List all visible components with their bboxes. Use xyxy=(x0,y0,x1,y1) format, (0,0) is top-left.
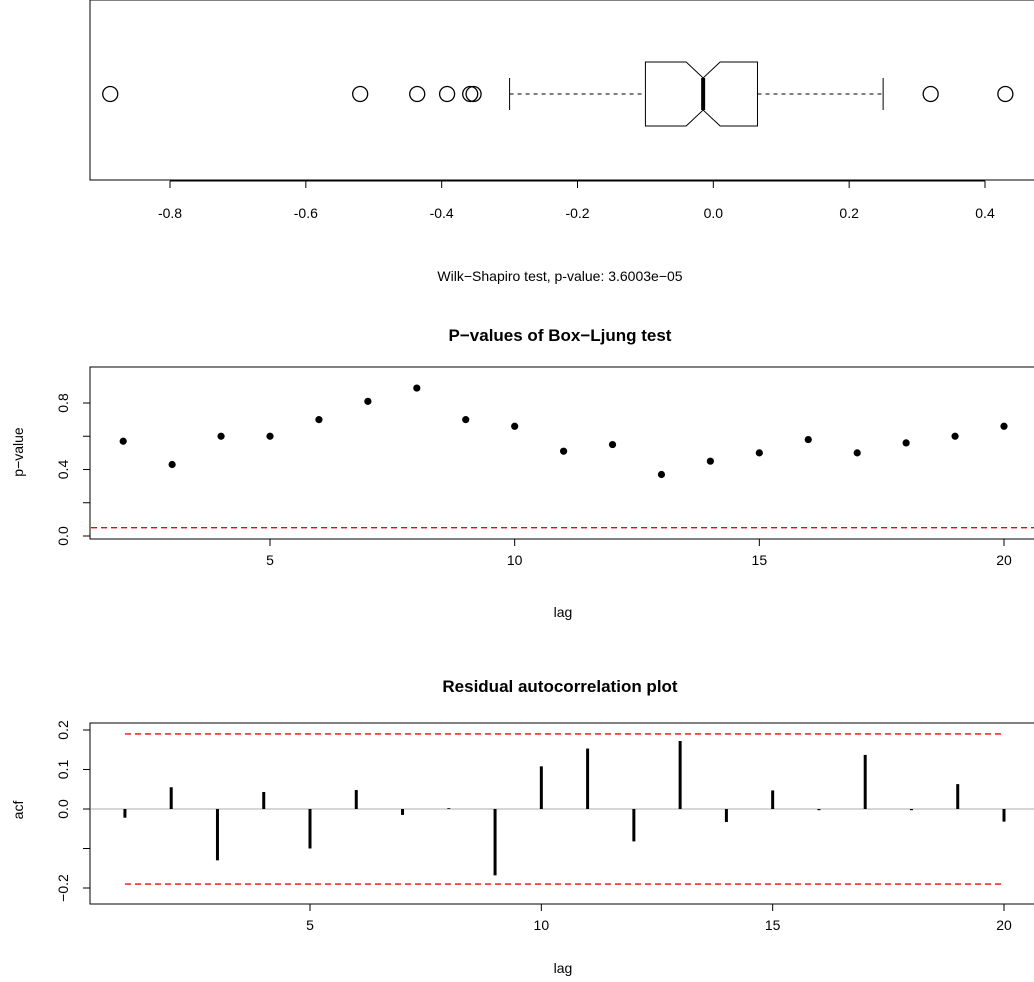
box-ljung-y-tick-label: 0.8 xyxy=(55,393,71,413)
boxplot-outlier-point xyxy=(997,85,1014,103)
box-ljung-point xyxy=(119,437,127,445)
boxplot-outlier-point xyxy=(438,85,456,103)
boxplot-outliers xyxy=(102,85,1014,103)
shapiro-caption: Wilk−Shapiro test, p-value: 3.6003e−05 xyxy=(437,268,682,284)
boxplot-frame xyxy=(89,0,1034,181)
acf-x-tick-label: 5 xyxy=(306,917,314,933)
box-ljung-point xyxy=(608,440,617,449)
box-ljung-point xyxy=(364,397,372,405)
box-ljung-point xyxy=(413,384,421,392)
boxplot-x-tick-label: -0.8 xyxy=(158,205,182,221)
box-ljung-point xyxy=(902,439,910,447)
box-ljung-point xyxy=(560,447,568,455)
box-ljung-point xyxy=(804,435,812,444)
acf-x-tick-label: 20 xyxy=(996,917,1012,933)
acf-spikes xyxy=(123,741,1006,876)
boxplot-outlier-point xyxy=(922,85,939,103)
box-ljung-x-tick-label: 20 xyxy=(996,552,1012,568)
box-ljung-point xyxy=(266,432,274,440)
residual-boxplot-panel: -0.8 -0.6 -0.4 -0.2 0.0 0.2 0.4 Wilk−Shapiro t… xyxy=(89,0,1034,284)
box-ljung-x-tick-label: 10 xyxy=(507,552,523,568)
acf-y-tick-label: −0.2 xyxy=(55,874,71,902)
acf-reference-lines xyxy=(91,733,1034,885)
acf-panel: Residual autocorrelation plot 5 10 15 20 −0.… xyxy=(10,677,1034,976)
boxplot-x-tick-label: -0.6 xyxy=(294,205,318,221)
boxplot-outlier-point xyxy=(352,85,369,103)
box-ljung-point xyxy=(657,470,666,479)
boxplot-notched-box xyxy=(644,61,758,127)
acf-frame xyxy=(89,722,1034,905)
box-ljung-ylabel: p−value xyxy=(10,427,26,477)
boxplot-x-tick-label: 0.0 xyxy=(704,205,724,221)
acf-xlabel: lag xyxy=(554,960,573,976)
acf-y-tick-label: 0.2 xyxy=(55,720,71,740)
box-ljung-axes: 5 10 15 20 0.0 0.4 0.8 xyxy=(55,393,1012,568)
boxplot-outlier-point xyxy=(465,85,482,103)
box-ljung-point xyxy=(706,457,715,465)
acf-axes: 5 10 15 20 −0.2 0.0 0.1 0.2 xyxy=(55,720,1012,933)
acf-title: Residual autocorrelation plot xyxy=(442,677,678,696)
box-ljung-point xyxy=(951,432,959,440)
box-ljung-y-tick-label: 0.0 xyxy=(55,526,71,546)
acf-x-tick-label: 15 xyxy=(765,917,781,933)
box-ljung-point xyxy=(462,416,470,424)
boxplot-box xyxy=(509,61,884,127)
acf-x-tick-label: 10 xyxy=(534,917,550,933)
box-ljung-x-tick-label: 5 xyxy=(266,552,274,568)
boxplot-outlier-point xyxy=(102,85,119,103)
box-ljung-panel: P−values of Box−Ljung test 5 10 15 20 0.0 0.4… xyxy=(10,326,1034,620)
boxplot-x-tick-label: -0.2 xyxy=(565,205,589,221)
box-ljung-point xyxy=(755,449,763,457)
boxplot-outlier-point xyxy=(462,85,479,103)
boxplot-x-tick-label: 0.4 xyxy=(975,205,995,221)
box-ljung-points xyxy=(119,384,1008,479)
box-ljung-point xyxy=(217,432,225,440)
boxplot-x-axis: -0.8 -0.6 -0.4 -0.2 0.0 0.2 0.4 xyxy=(158,180,995,221)
box-ljung-point xyxy=(1000,422,1008,430)
box-ljung-point xyxy=(168,460,176,469)
box-ljung-x-tick-label: 15 xyxy=(752,552,768,568)
acf-ylabel: acf xyxy=(10,801,26,820)
box-ljung-point xyxy=(853,449,861,457)
acf-y-tick-label: 0.0 xyxy=(55,799,71,819)
box-ljung-xlabel: lag xyxy=(554,604,573,620)
boxplot-x-tick-label: 0.2 xyxy=(839,205,859,221)
box-ljung-y-tick-label: 0.4 xyxy=(55,460,71,480)
boxplot-outlier-point xyxy=(409,85,426,103)
box-ljung-point xyxy=(315,416,323,424)
box-ljung-point xyxy=(511,422,519,430)
boxplot-x-tick-label: -0.4 xyxy=(430,205,454,221)
box-ljung-title: P−values of Box−Ljung test xyxy=(449,326,672,345)
acf-y-tick-label: 0.1 xyxy=(55,760,71,780)
